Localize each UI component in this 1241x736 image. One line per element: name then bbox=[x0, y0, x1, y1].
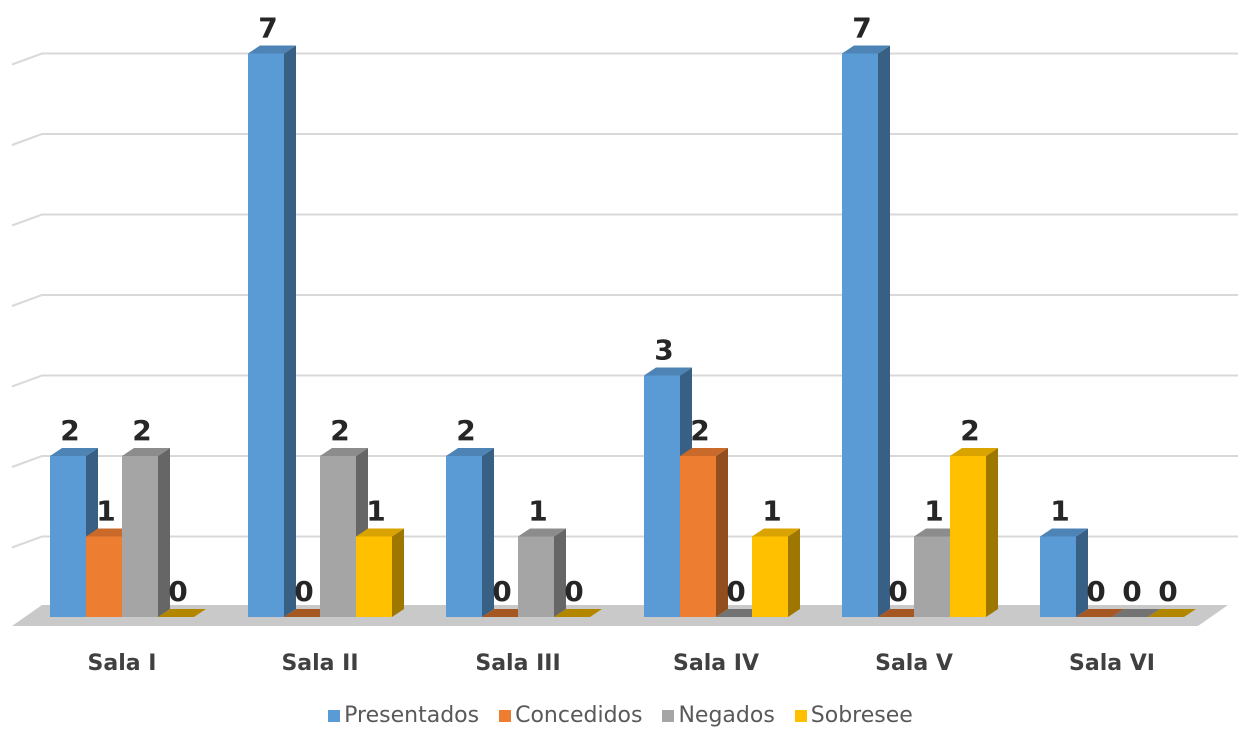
bar-sobresee-3 bbox=[554, 609, 602, 617]
data-label: 0 bbox=[726, 575, 745, 608]
bar-sobresee-2 bbox=[356, 528, 404, 617]
data-label: 2 bbox=[690, 414, 709, 447]
legend-item: Concedidos bbox=[499, 703, 642, 728]
data-label: 1 bbox=[528, 495, 547, 528]
gridline bbox=[11, 52, 1238, 66]
bar-presentados-3 bbox=[446, 448, 494, 617]
bar-negados-3 bbox=[518, 528, 566, 617]
data-label: 0 bbox=[1122, 575, 1141, 608]
data-label: 0 bbox=[1086, 575, 1105, 608]
bar-presentados-2 bbox=[248, 45, 296, 617]
gridline bbox=[11, 133, 1238, 146]
bars bbox=[50, 45, 1196, 617]
data-label: 2 bbox=[330, 414, 349, 447]
legend-swatch bbox=[794, 709, 807, 722]
bar-sobresee-6 bbox=[1148, 609, 1196, 617]
data-label: 1 bbox=[924, 495, 943, 528]
legend-label: Presentados bbox=[344, 703, 480, 728]
gridline bbox=[11, 213, 1238, 227]
x-tick-label: Sala I bbox=[88, 651, 157, 676]
x-tick-label: Sala IV bbox=[673, 651, 759, 676]
gridline bbox=[11, 294, 1238, 307]
data-label: 2 bbox=[60, 414, 79, 447]
bar-sobresee-4 bbox=[752, 528, 800, 617]
bar-presentados-4 bbox=[644, 367, 692, 617]
data-label: 0 bbox=[1158, 575, 1177, 608]
bar-negados-6 bbox=[1112, 609, 1160, 617]
data-label: 1 bbox=[366, 495, 385, 528]
data-label: 0 bbox=[492, 575, 511, 608]
x-axis-tick-labels: Sala I Sala II Sala III Sala IV Sala V Sala V… bbox=[88, 651, 1155, 676]
legend: Presentados Concedidos Negados Sobresee bbox=[0, 703, 1241, 728]
x-tick-label: Sala VI bbox=[1069, 651, 1155, 676]
data-label: 1 bbox=[96, 495, 115, 528]
legend-swatch bbox=[499, 709, 512, 722]
bar-sobresee-1 bbox=[158, 609, 206, 617]
gridlines bbox=[11, 52, 1238, 549]
legend-item: Presentados bbox=[328, 703, 479, 728]
gridline bbox=[11, 374, 1238, 388]
data-label: 2 bbox=[132, 414, 151, 447]
data-label: 0 bbox=[564, 575, 583, 608]
bar-concedidos-4 bbox=[680, 448, 728, 617]
data-label: 3 bbox=[654, 334, 673, 367]
legend-label: Concedidos bbox=[515, 703, 643, 728]
legend-swatch bbox=[662, 709, 675, 722]
bar-negados-1 bbox=[122, 448, 170, 617]
bar-presentados-6 bbox=[1040, 528, 1088, 617]
legend-label: Negados bbox=[678, 703, 775, 728]
data-label: 1 bbox=[1050, 495, 1069, 528]
bar-sobresee-5 bbox=[950, 448, 998, 617]
data-label: 7 bbox=[852, 12, 871, 45]
data-label: 0 bbox=[168, 575, 187, 608]
x-tick-label: Sala II bbox=[281, 651, 358, 676]
data-label: 7 bbox=[258, 12, 277, 45]
legend-item: Negados bbox=[662, 703, 775, 728]
x-tick-label: Sala V bbox=[875, 651, 953, 676]
data-label: 2 bbox=[960, 414, 979, 447]
data-label: 0 bbox=[294, 575, 313, 608]
legend-swatch bbox=[328, 709, 341, 722]
gridline bbox=[11, 535, 1238, 549]
x-tick-label: Sala III bbox=[475, 651, 560, 676]
data-label: 2 bbox=[456, 414, 475, 447]
data-label: 1 bbox=[762, 495, 781, 528]
legend-item: Sobresee bbox=[794, 703, 913, 728]
data-label: 0 bbox=[888, 575, 907, 608]
bar-presentados-5 bbox=[842, 45, 890, 617]
gridline bbox=[11, 455, 1238, 468]
legend-label: Sobresee bbox=[810, 703, 913, 728]
bar-concedidos-6 bbox=[1076, 609, 1124, 617]
